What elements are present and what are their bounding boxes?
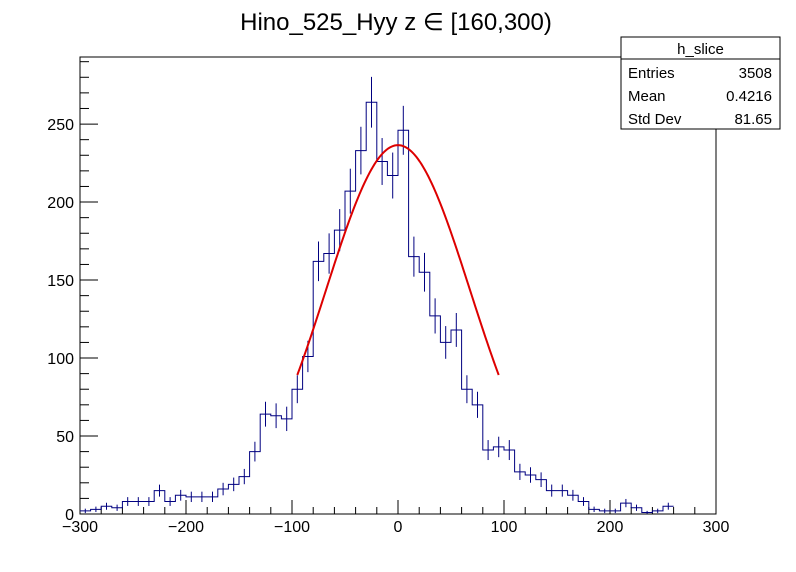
x-tick-label: −200 [168,519,204,536]
x-tick-label: −300 [62,519,98,536]
histogram-series [80,101,674,513]
y-tick-label: 50 [56,429,74,446]
stats-entries-value: 3508 [739,65,772,82]
y-tick-label: 0 [65,507,74,524]
stats-entries-label: Entries [628,65,675,82]
x-tick-label: 300 [703,519,730,536]
stats-stddev-label: Std Dev [628,111,682,128]
y-tick-label: 150 [47,273,74,290]
x-tick-label: 100 [491,519,518,536]
stats-mean-value: 0.4216 [726,88,772,105]
x-tick-label: 200 [597,519,624,536]
y-tick-label: 250 [47,117,74,134]
chart-title: Hino_525_Hyy z ∈ [160,300) [240,9,552,36]
x-axis: −300 −200 −100 0 100 200 300 [62,500,729,536]
x-tick-label: 0 [394,519,403,536]
stats-box-frame [620,36,781,130]
stats-box-name: h_slice [677,41,724,58]
x-tick-label: −100 [274,519,310,536]
stats-mean-label: Mean [628,88,666,105]
gaussian-fit-curve [296,144,500,376]
y-tick-label: 100 [47,351,74,368]
y-tick-label: 200 [47,195,74,212]
y-axis: 0 50 100 150 200 250 [47,61,98,524]
stats-box: h_slice Entries 3508 Mean 0.4216 Std Dev… [620,36,781,130]
stats-stddev-value: 81.65 [734,111,772,128]
